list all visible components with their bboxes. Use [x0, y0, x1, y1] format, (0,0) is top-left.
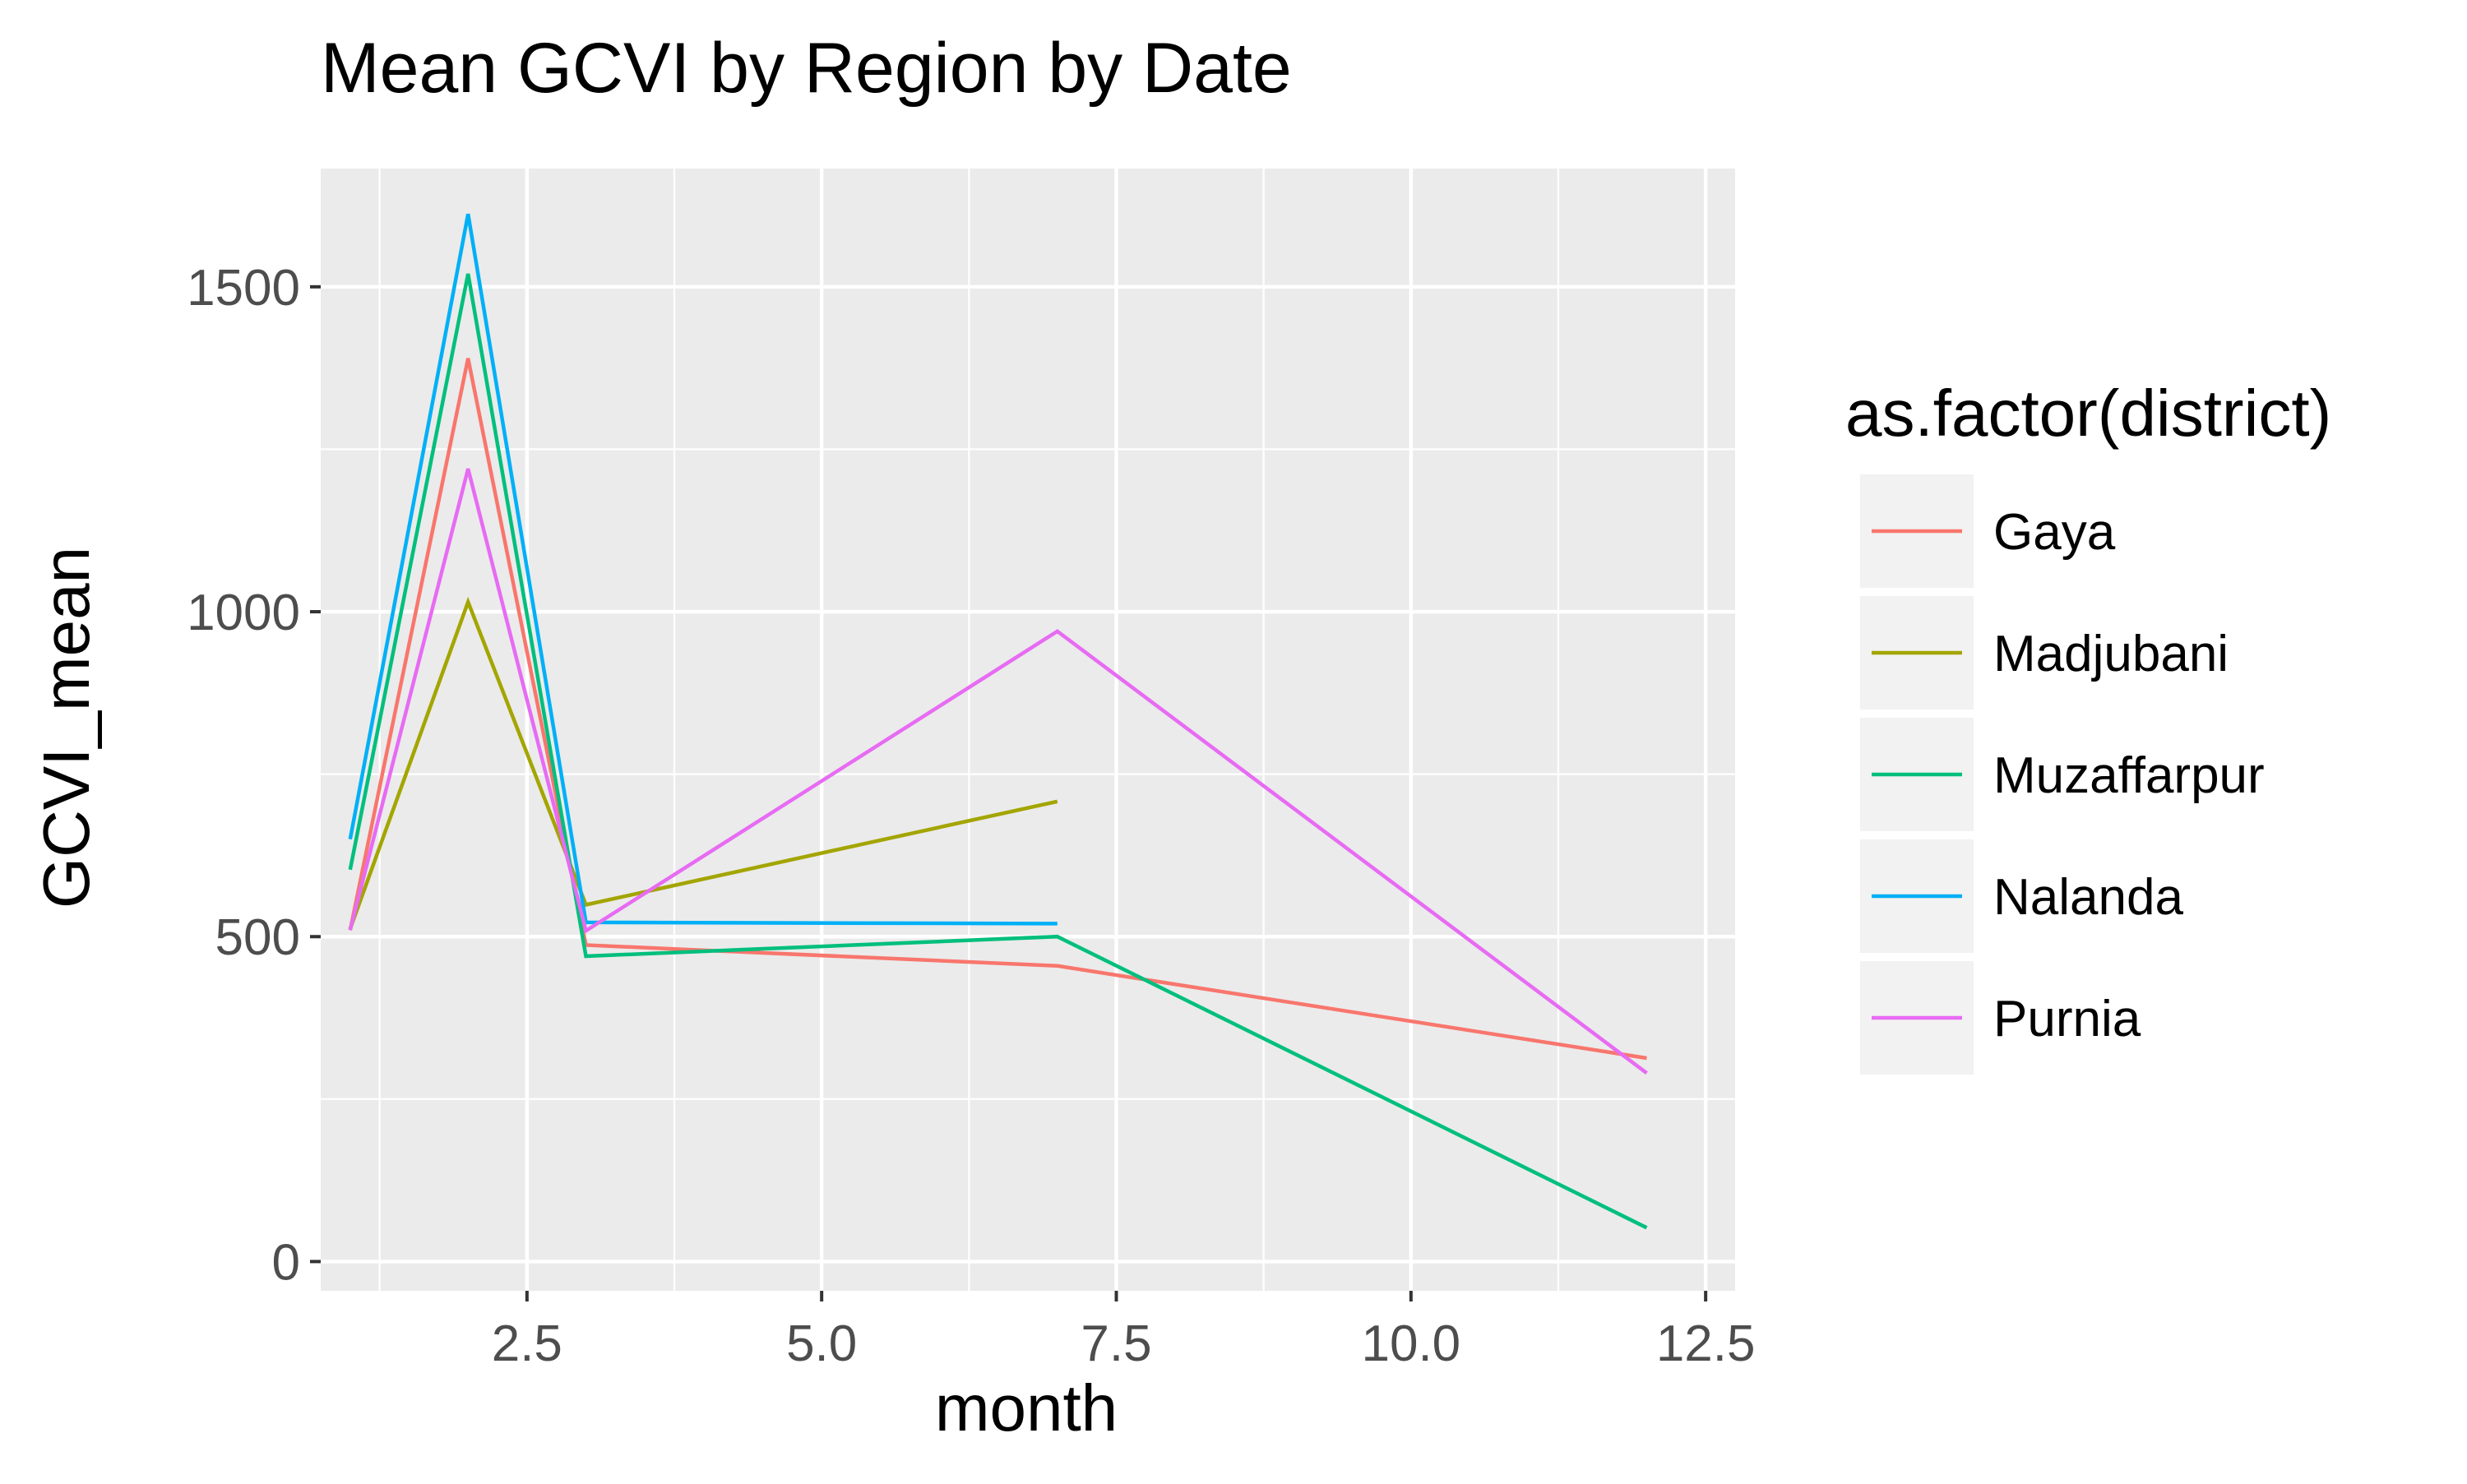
- y-tick-label: 1500: [187, 260, 300, 317]
- legend-item-muzaffarpur: Muzaffarpur: [1860, 718, 2265, 831]
- legend-title: as.factor(district): [1845, 377, 2331, 450]
- x-tick-label: 12.5: [1656, 1315, 1756, 1372]
- plot-panel: [321, 169, 1735, 1291]
- legend-item-nalanda: Nalanda: [1860, 839, 2183, 953]
- y-axis-title: GCVI_mean: [30, 547, 103, 908]
- x-axis-title: month: [935, 1371, 1118, 1445]
- y-tick-label: 0: [272, 1234, 300, 1291]
- axes: 2.5 5.0 7.5 10.0 12.5 0 500 1000 1500: [187, 260, 1755, 1372]
- legend-item-madjubani: Madjubani: [1860, 596, 2229, 710]
- x-tick-label: 5.0: [786, 1315, 857, 1372]
- legend-label: Purnia: [1993, 991, 2141, 1047]
- legend-item-purnia: Purnia: [1860, 961, 2141, 1075]
- series-line-muzaffarpur: [348, 273, 1648, 1230]
- series-line-purnia: [348, 468, 1648, 1075]
- plot-background: [321, 169, 1735, 1291]
- legend-label: Gaya: [1993, 504, 2116, 561]
- x-tick-label: 10.0: [1361, 1315, 1460, 1372]
- chart-title: Mean GCVI by Region by Date: [321, 29, 1292, 108]
- series-line-nalanda: [348, 213, 1058, 926]
- legend-item-gaya: Gaya: [1860, 474, 2116, 588]
- legend-label: Madjubani: [1993, 626, 2229, 682]
- y-tick-label: 1000: [187, 585, 300, 641]
- y-tick-label: 500: [215, 909, 300, 966]
- x-tick-label: 2.5: [492, 1315, 562, 1372]
- series-lines: [348, 213, 1648, 1230]
- x-tick-label: 7.5: [1081, 1315, 1151, 1372]
- legend-label: Nalanda: [1993, 869, 2183, 926]
- legend: as.factor(district) Gaya Madjubani Muzaffa…: [1845, 377, 2331, 1075]
- legend-label: Muzaffarpur: [1993, 747, 2265, 804]
- series-line-gaya: [348, 358, 1647, 1061]
- series-line-madjubani: [348, 596, 1058, 930]
